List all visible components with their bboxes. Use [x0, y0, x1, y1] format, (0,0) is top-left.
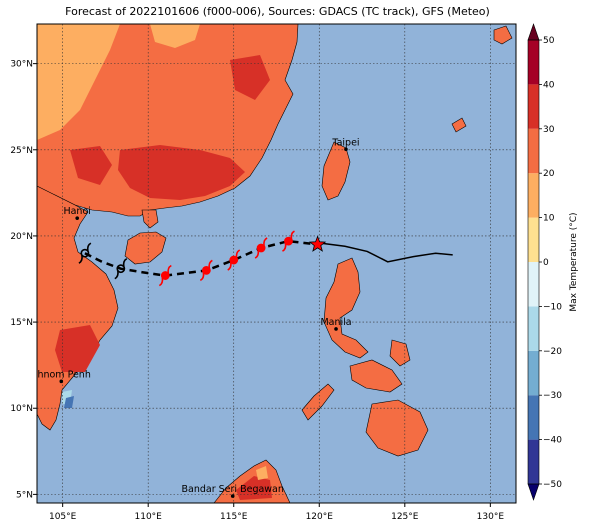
- lon-tick-label: 130°E: [477, 512, 505, 522]
- colorbar-tick-label: 20: [543, 169, 555, 179]
- colorbar-tick-label: 30: [543, 125, 555, 135]
- city-dot-icon: [59, 379, 64, 384]
- colorbar-tick-label: −30: [543, 391, 562, 401]
- land-leizhou: [141, 209, 159, 229]
- past-track-line: [317, 242, 453, 263]
- colorbar-segment: [528, 217, 539, 262]
- colorbar-segment: [528, 262, 539, 307]
- city-dot-icon: [344, 147, 348, 152]
- lat-tick-label: 10°N: [10, 404, 33, 414]
- land-warm-patch: [37, 24, 120, 140]
- colorbar-tick-label: −50: [543, 480, 562, 490]
- land-indochina: [37, 185, 119, 431]
- colorbar-tick-label: −40: [543, 436, 562, 446]
- colorbar-segment: [528, 306, 539, 351]
- colorbar-segment: [528, 439, 539, 484]
- lon-tick-label: 125°E: [391, 512, 419, 522]
- lon-tick-label: 110°E: [135, 512, 163, 522]
- lat-tick-label: 30°N: [10, 60, 33, 70]
- map-frame: [36, 23, 517, 504]
- cyclone-icon: [158, 264, 172, 287]
- land-hot-patch: [70, 146, 112, 185]
- storm-symbol-group: [78, 230, 295, 287]
- land-visayas: [349, 359, 403, 393]
- colorbar-tick-label: 0: [543, 258, 549, 268]
- city-label: Bandar Seri Begawan: [182, 484, 284, 495]
- colorbar-segment: [528, 395, 539, 440]
- land-islands-ryukyu: [451, 117, 467, 133]
- colorbar-segment: [528, 84, 539, 129]
- land-hot-patch: [236, 476, 272, 500]
- colorbar-segment: [528, 173, 539, 218]
- lat-tick-label: 20°N: [10, 232, 33, 242]
- city-label: Manila: [320, 317, 351, 328]
- land-hainan: [124, 231, 167, 265]
- map-area: Hanoi Taipei Manila Phnom Penh Bandar Seri B…: [32, 24, 516, 503]
- colorbar-segment: [528, 350, 539, 396]
- colorbar-tick-label: 50: [543, 36, 555, 46]
- map-title: Forecast of 2022101606 (f000-006), Sourc…: [65, 5, 490, 18]
- colorbar-max-extension: [527, 23, 540, 41]
- land-warm-patch: [150, 24, 200, 48]
- land-luzon: [323, 257, 369, 359]
- city-dot-icon: [230, 494, 235, 498]
- lat-tick-label: 15°N: [10, 318, 33, 328]
- land-taiwan: [321, 141, 351, 201]
- lon-tick-label: 105°E: [49, 512, 77, 522]
- colorbar-tick-label: −10: [543, 302, 562, 312]
- land-islands-ne: [493, 25, 513, 45]
- land-mindanao: [365, 399, 429, 457]
- city-label: Taipei: [331, 137, 359, 148]
- lon-tick-label: 120°E: [306, 512, 334, 522]
- cyclone-icon: [227, 249, 241, 271]
- lat-tick-label: 5°N: [16, 490, 33, 500]
- land-hot-patch: [230, 55, 270, 100]
- colorbar-segment: [528, 40, 539, 85]
- colorbar-min-extension: [527, 483, 540, 501]
- city-label: Hanoi: [63, 206, 90, 217]
- cyclone-icon: [114, 257, 128, 280]
- cyclone-icon: [199, 259, 213, 282]
- colorbar-segment: [528, 128, 539, 174]
- forecast-track-line: [84, 239, 318, 277]
- city-dot-icon: [75, 216, 80, 220]
- cyclone-icon: [78, 242, 92, 264]
- axis-ticks: 105°E 110°E 115°E 120°E 125°E 130°E 5°N 10°N 15°…: [10, 60, 504, 522]
- land-palawan: [301, 383, 335, 421]
- city-dot-icon: [334, 327, 338, 331]
- colorbar-tick-label: −20: [543, 347, 562, 357]
- cyclone-icon: [254, 237, 268, 259]
- lon-tick-label: 115°E: [220, 512, 248, 522]
- land-hot-patch: [55, 325, 100, 372]
- land-warm-patch: [256, 466, 268, 480]
- colorbar-tick-label: 40: [543, 80, 555, 90]
- city-label: Phnom Penh: [32, 369, 91, 380]
- colorbar-tick-label: 10: [543, 214, 555, 224]
- current-position-star-icon: [308, 235, 327, 252]
- lat-tick-label: 25°N: [10, 146, 33, 156]
- city-layer: Hanoi Taipei Manila Phnom Penh Bandar Seri B…: [32, 137, 360, 498]
- colorbar-label: Max Temperature (°C): [569, 212, 579, 311]
- land-cool-patch: [64, 396, 74, 408]
- cyclone-icon: [282, 230, 295, 252]
- land-hot-patch: [118, 145, 245, 200]
- colorbar: 50 40 30 20 10 0 −10 −20 −30 −40 −50 Max Temperatur…: [527, 23, 579, 501]
